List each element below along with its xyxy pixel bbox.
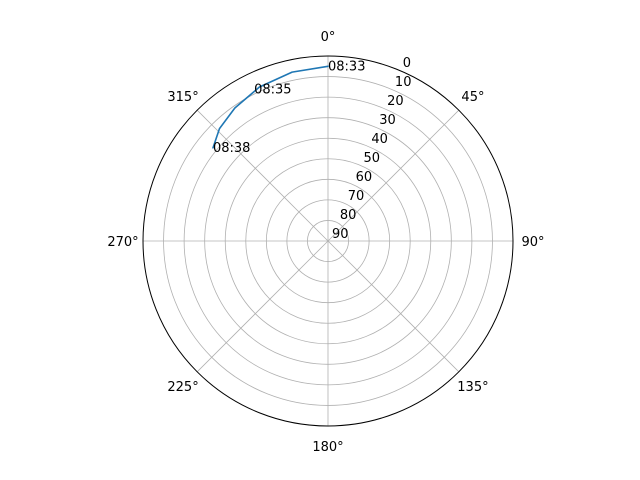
theta-gridline-45 bbox=[327, 109, 460, 242]
r-tick-label-80: 80 bbox=[340, 208, 357, 223]
series-layer bbox=[212, 65, 329, 149]
r-tick-label-90: 90 bbox=[332, 227, 349, 242]
r-tick-label-50: 50 bbox=[363, 151, 380, 166]
r-tick-label-20: 20 bbox=[387, 94, 404, 109]
annotation-layer: 08:33 08:35 08:38 bbox=[213, 59, 365, 156]
series-line-0 bbox=[212, 65, 329, 149]
polar-frame bbox=[142, 55, 514, 427]
r-tick-label-30: 30 bbox=[379, 113, 396, 128]
grid-layer bbox=[143, 56, 513, 426]
theta-tick-label-180: 180° bbox=[312, 440, 343, 455]
r-tick-label-60: 60 bbox=[356, 170, 373, 185]
r-tick-label-0: 0 bbox=[403, 56, 411, 71]
theta-tick-label-90: 90° bbox=[521, 235, 544, 250]
r-tick-label-70: 70 bbox=[348, 189, 365, 204]
theta-tick-label-45: 45° bbox=[461, 90, 484, 105]
annotation-2: 08:38 bbox=[213, 141, 250, 156]
annotation-1: 08:35 bbox=[254, 83, 291, 98]
theta-tick-label-135: 135° bbox=[457, 380, 488, 395]
frame-layer bbox=[142, 55, 514, 427]
theta-gridline-225 bbox=[196, 240, 329, 373]
theta-tick-layer: 0° 45° 90° 135° 180° 225° 270° 315° bbox=[107, 30, 544, 455]
theta-tick-label-225: 225° bbox=[167, 380, 198, 395]
r-tick-label-10: 10 bbox=[395, 75, 412, 90]
theta-tick-label-315: 315° bbox=[167, 90, 198, 105]
annotation-0: 08:33 bbox=[328, 59, 365, 74]
theta-tick-label-270: 270° bbox=[107, 235, 138, 250]
theta-gridline-135 bbox=[327, 240, 460, 373]
theta-tick-label-0: 0° bbox=[321, 30, 336, 45]
r-tick-layer: 0 10 20 30 40 50 60 70 80 90 bbox=[332, 56, 411, 242]
r-tick-label-40: 40 bbox=[371, 132, 388, 147]
